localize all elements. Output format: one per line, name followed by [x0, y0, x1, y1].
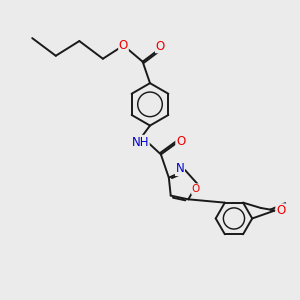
Text: N: N	[176, 162, 184, 176]
Text: O: O	[119, 39, 128, 52]
Text: O: O	[192, 184, 200, 194]
Text: O: O	[156, 40, 165, 52]
Text: O: O	[276, 204, 285, 217]
Text: NH: NH	[131, 136, 149, 148]
Text: O: O	[176, 135, 185, 148]
